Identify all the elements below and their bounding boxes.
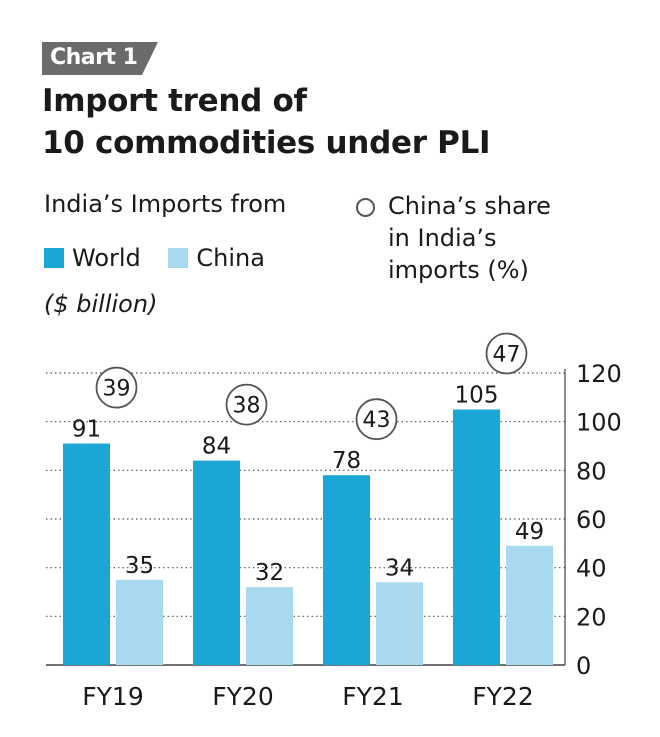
y-tick-label-60: 60	[576, 506, 607, 534]
legend-share-line-1: China’s share	[388, 192, 551, 220]
bar-chart: 0 20 40 60 80 100 120 91 35 39 FY19 84 32 38 FY20 78 34 4…	[46, 332, 622, 711]
bar-world-FY20	[193, 460, 240, 665]
y-tick-label-100: 100	[576, 409, 622, 437]
chart-title: Import trend of 10 commodities under PLI	[42, 80, 642, 164]
bar-world-FY21	[323, 475, 370, 665]
legend-share-line-3: imports (%)	[388, 256, 529, 284]
bar-china-FY22	[506, 545, 553, 665]
tag-background	[42, 42, 158, 75]
legend-share-circle-icon	[356, 198, 375, 217]
y-tick-label-0: 0	[576, 652, 591, 680]
unit-label: ($ billion)	[44, 290, 158, 318]
legend-world-label: World	[72, 244, 141, 272]
data-label-world-FY21: 78	[332, 448, 361, 474]
legend-heading: India’s Imports from	[44, 190, 287, 218]
bar-china-FY20	[246, 587, 293, 665]
bar-world-FY19	[63, 443, 110, 665]
legend-share-line-2: in India’s	[388, 224, 497, 252]
bar-china-FY21	[376, 582, 423, 665]
y-tick-label-20: 20	[576, 603, 607, 631]
data-label-china-FY20: 32	[255, 560, 284, 586]
chart-number-tag: Chart 1	[42, 42, 158, 75]
title-line-1: Import trend of	[42, 83, 307, 119]
legend-share-text: China’s share in India’s imports (%)	[388, 190, 551, 286]
legend-entries: World China	[44, 244, 265, 272]
share-label-FY19: 39	[103, 377, 131, 402]
y-tick-label-40: 40	[576, 555, 607, 583]
y-tick-label-80: 80	[576, 457, 607, 485]
share-label-FY20: 38	[233, 394, 261, 419]
share-circle-FY20	[225, 383, 268, 426]
share-circle-FY22	[485, 332, 528, 375]
tag-label: Chart 1	[50, 45, 138, 70]
legend-china-label: China	[196, 244, 265, 272]
x-tick-label-FY22: FY22	[472, 682, 533, 711]
share-circle-FY19	[95, 366, 138, 409]
title-line-2: 10 commodities under PLI	[42, 125, 491, 161]
data-label-china-FY21: 34	[385, 555, 414, 581]
x-tick-label-FY21: FY21	[342, 682, 403, 711]
x-tick-label-FY20: FY20	[212, 682, 273, 711]
bar-world-FY22	[453, 409, 500, 665]
legend-china-swatch	[168, 248, 189, 268]
data-label-world-FY20: 84	[202, 434, 231, 460]
y-tick-label-120: 120	[576, 360, 622, 388]
share-label-FY22: 47	[493, 343, 521, 368]
data-label-china-FY22: 49	[515, 519, 544, 545]
data-label-china-FY19: 35	[125, 553, 154, 579]
share-label-FY21: 43	[363, 408, 391, 433]
bar-china-FY19	[116, 579, 163, 665]
share-circle-FY21	[355, 398, 398, 441]
data-label-world-FY22: 105	[455, 383, 499, 409]
x-tick-label-FY19: FY19	[82, 682, 143, 711]
data-label-world-FY19: 91	[72, 417, 101, 443]
legend-world-swatch	[44, 248, 64, 268]
